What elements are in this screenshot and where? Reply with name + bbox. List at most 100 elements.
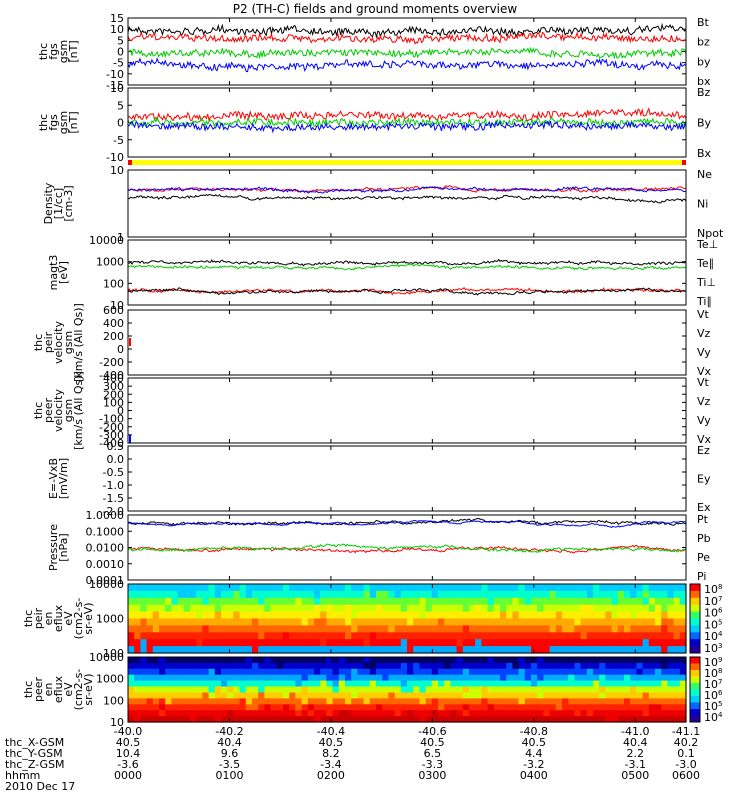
panel-9-spectrogram-cell <box>270 632 278 640</box>
panel-9-spectrogram-cell <box>456 618 464 626</box>
panel-10-spectrogram-cell <box>531 668 538 676</box>
panel-10-spectrogram-cell <box>475 704 482 711</box>
panel-10-spectrogram-cell <box>190 716 197 723</box>
panel-10-spectrogram-cell <box>500 698 507 705</box>
panel-9-spectrogram-cell <box>314 646 321 654</box>
panel-10-spectrogram-cell <box>462 674 470 682</box>
panel-9-spectrogram-cell <box>549 639 557 647</box>
panel-1-legend-1: bz <box>697 36 710 49</box>
panel-9-spectrogram-cell <box>388 597 396 606</box>
panel-9-spectrogram-cell <box>568 597 575 606</box>
panel-9-spectrogram-cell <box>363 584 371 592</box>
panel-9-spectrogram-cell <box>190 639 197 647</box>
panel-9-spectrogram-cell <box>159 639 166 647</box>
panel-9-spectrogram-cell <box>140 590 148 599</box>
panel-9-spectrogram-cell <box>673 625 681 633</box>
panel-9-ylabel: eflux <box>52 604 65 632</box>
panel-10-colorbar-label: 108 <box>704 667 722 680</box>
panel-10-spectrogram-cell <box>128 680 135 688</box>
panel-10-spectrogram-cell <box>568 680 575 688</box>
panel-9-spectrogram-cell <box>605 625 613 633</box>
panel-9-spectrogram-cell <box>326 611 334 620</box>
ephemeris-value: 8.2 <box>322 747 340 760</box>
panel-10-colorbar-segment <box>690 663 700 671</box>
panel-10-spectrogram-cell <box>425 692 433 699</box>
panel-10-spectrogram-cell <box>134 704 141 711</box>
panel-9-spectrogram-cell <box>586 590 594 599</box>
panel-10-spectrogram-cell <box>425 698 433 705</box>
panel-10-spectrogram-cell <box>190 692 197 699</box>
panel-10-spectrogram-cell <box>196 674 203 682</box>
panel-9-spectrogram-cell <box>314 632 321 640</box>
panel-9-spectrogram-cell <box>190 584 197 592</box>
panel-9-spectrogram-cell <box>438 590 445 599</box>
panel-9-spectrogram-cell <box>314 584 321 592</box>
panel-10-spectrogram-cell <box>382 662 389 670</box>
panel-10-spectrogram-cell <box>369 680 377 688</box>
panel-10-spectrogram-cell <box>450 680 458 688</box>
panel-10-spectrogram-cell <box>190 704 197 711</box>
quality-bar-start <box>128 160 132 165</box>
panel-9-spectrogram-cell <box>630 632 637 640</box>
panel-10-spectrogram-cell <box>438 692 445 699</box>
panel-10-spectrogram-cell <box>345 668 352 676</box>
panel-9-spectrogram-cell <box>673 604 681 613</box>
panel-10-spectrogram-cell <box>506 668 513 676</box>
panel-10-spectrogram-cell <box>599 668 606 676</box>
panel-10-spectrogram-cell <box>475 698 482 705</box>
panel-9-spectrogram-cell <box>289 625 296 633</box>
panel-10-spectrogram-cell <box>506 662 513 670</box>
panel-9-spectrogram-cell <box>190 611 197 620</box>
panel-9-spectrogram-cell <box>183 632 191 640</box>
panel-10-spectrogram-cell <box>549 704 557 711</box>
panel-10-spectrogram-cell <box>301 710 309 717</box>
panel-9-spectrogram-cell <box>413 604 420 613</box>
panel-9-spectrogram-cell <box>673 611 681 620</box>
panel-8-ytick-label: 0.1000 <box>86 525 125 538</box>
panel-9-spectrogram-cell <box>301 584 309 592</box>
panel-6-ylabel: gsm <box>62 399 75 422</box>
panel-9-spectrogram-cell <box>252 625 259 633</box>
panel-9-spectrogram-cell <box>562 584 569 592</box>
panel-10-spectrogram-cell <box>338 674 346 682</box>
panel-9-spectrogram-cell <box>295 625 303 633</box>
panel-10-spectrogram-cell <box>146 704 154 711</box>
panel-10-spectrogram-cell <box>537 716 544 723</box>
panel-10-colorbar-label: 105 <box>704 700 722 713</box>
panel-10-spectrogram-cell <box>233 680 241 688</box>
panel-10-spectrogram-cell <box>146 662 154 670</box>
panel-10-spectrogram-cell <box>568 674 575 682</box>
panel-10-spectrogram-cell <box>475 686 482 693</box>
panel-9-spectrogram-cell <box>190 646 197 654</box>
panel-9-spectrogram-cell <box>252 604 259 613</box>
panel-9-spectrogram-cell <box>450 611 458 620</box>
panel-10-spectrogram-cell <box>227 692 234 699</box>
panel-9-spectrogram-cell <box>537 639 544 647</box>
panel-10-spectrogram-cell <box>431 668 439 676</box>
panel-10-spectrogram-cell <box>549 692 557 699</box>
panel-9-spectrogram-cell <box>605 618 613 626</box>
panel-10-spectrogram-cell <box>667 668 675 676</box>
panel-10-spectrogram-cell <box>208 704 216 711</box>
panel-10-spectrogram-cell <box>146 716 154 723</box>
panel-9-spectrogram-cell <box>580 646 588 654</box>
panel-9-spectrogram-cell <box>314 604 321 613</box>
panel-9-spectrogram-cell <box>363 611 371 620</box>
panel-9-spectrogram-cell <box>407 604 414 613</box>
panel-10-spectrogram-cell <box>431 680 439 688</box>
panel-10-spectrogram-cell <box>208 692 216 699</box>
panel-9-spectrogram-cell <box>227 584 234 592</box>
panel-10-spectrogram-cell <box>159 698 166 705</box>
panel-9-spectrogram-cell <box>152 618 160 626</box>
panel-9-spectrogram-cell <box>562 611 569 620</box>
panel-10-ytick-label: 1000 <box>96 673 124 686</box>
panel-9-spectrogram-cell <box>177 632 185 640</box>
panel-10-spectrogram-cell <box>543 662 551 670</box>
panel-10-spectrogram-cell <box>221 710 228 717</box>
panel-1-ytick-label: 0 <box>117 46 124 59</box>
panel-10-spectrogram-cell <box>382 674 389 682</box>
panel-9-spectrogram-cell <box>605 590 613 599</box>
panel-10-spectrogram-cell <box>270 674 278 682</box>
panel-10-spectrogram-cell <box>648 716 656 723</box>
panel-9-spectrogram-cell <box>320 590 327 599</box>
